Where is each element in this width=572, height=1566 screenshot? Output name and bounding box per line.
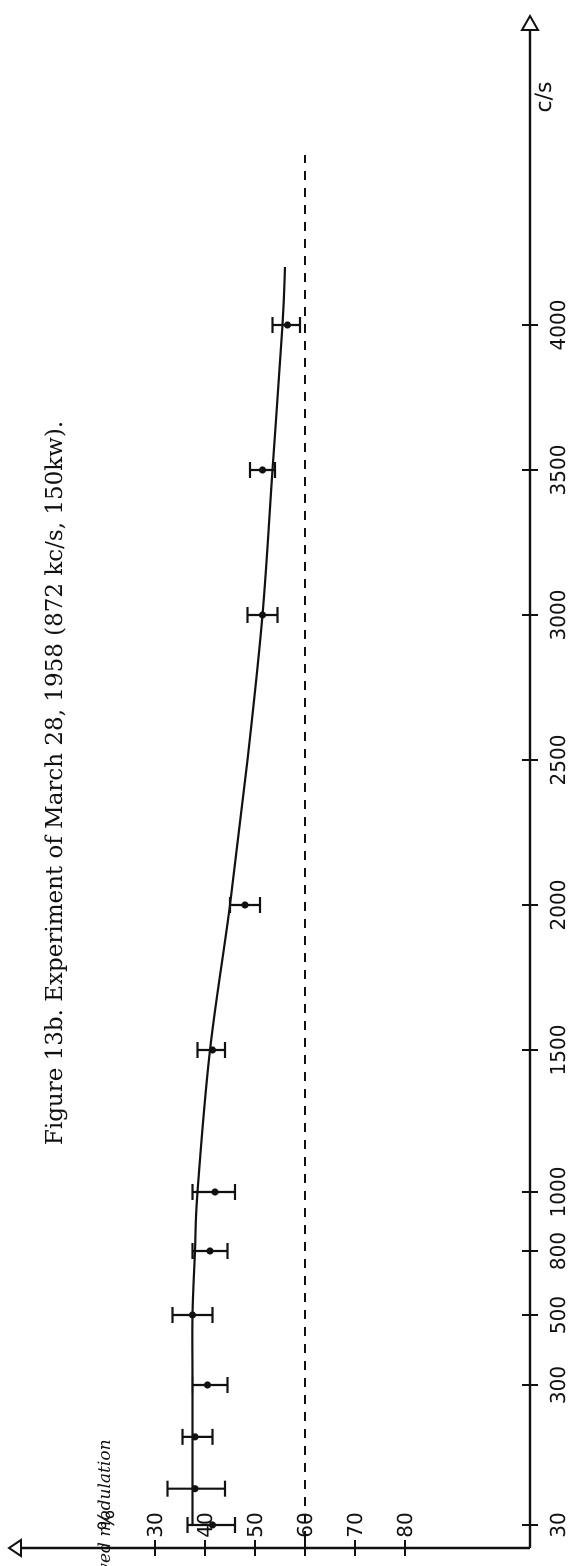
data-points bbox=[188, 321, 292, 1529]
error-bars bbox=[166, 317, 302, 1533]
y-tick-label-30: 30 bbox=[143, 1512, 167, 1537]
axes bbox=[7, 13, 540, 1558]
x-tick-label-300: 300 bbox=[546, 1366, 570, 1404]
fitted-curve bbox=[191, 266, 287, 1525]
y-axis-arrow bbox=[7, 1538, 22, 1558]
x-tick-label-30: 30 bbox=[546, 1512, 570, 1537]
data-point-7 bbox=[208, 1046, 217, 1054]
data-point-0 bbox=[208, 1521, 217, 1529]
x-tick-label-800: 800 bbox=[546, 1232, 570, 1270]
y-tick-label-80: 80 bbox=[393, 1512, 417, 1537]
chart-title: Figure 13b. Experiment of March 28, 1958… bbox=[42, 421, 68, 1145]
x-tick-label-1000: 1000 bbox=[546, 1167, 570, 1218]
data-point-8 bbox=[241, 901, 249, 909]
y-ticks: 30 40 50 60 70 80 bbox=[143, 1512, 417, 1556]
data-point-11 bbox=[283, 321, 292, 329]
data-point-2 bbox=[191, 1433, 199, 1441]
x-tick-label-4000: 4000 bbox=[546, 300, 570, 351]
y-axis-label: Received modulation bbox=[95, 1439, 115, 1566]
x-ticks: 30 300 500 800 1000 1500 2000 2500 3000 3500 4000 bbox=[522, 300, 570, 1538]
x-tick-label-2500: 2500 bbox=[546, 735, 570, 786]
y-axis-unit: % bbox=[95, 1510, 120, 1531]
data-point-6 bbox=[211, 1188, 219, 1196]
data-point-10 bbox=[258, 466, 267, 474]
x-tick-label-1500: 1500 bbox=[546, 1025, 570, 1076]
x-tick-label-3000: 3000 bbox=[546, 590, 570, 641]
y-tick-label-70: 70 bbox=[343, 1512, 367, 1537]
data-point-3 bbox=[203, 1381, 212, 1389]
x-tick-label-2000: 2000 bbox=[546, 880, 570, 931]
x-axis-unit: c/s bbox=[532, 82, 557, 113]
data-point-1 bbox=[191, 1485, 199, 1493]
data-point-4 bbox=[188, 1311, 197, 1319]
x-axis-arrow bbox=[520, 13, 540, 31]
x-tick-label-500: 500 bbox=[546, 1296, 570, 1334]
y-tick-label-50: 50 bbox=[243, 1512, 267, 1537]
data-point-9 bbox=[258, 611, 267, 619]
x-tick-label-3500: 3500 bbox=[546, 445, 570, 496]
data-point-5 bbox=[206, 1247, 214, 1255]
